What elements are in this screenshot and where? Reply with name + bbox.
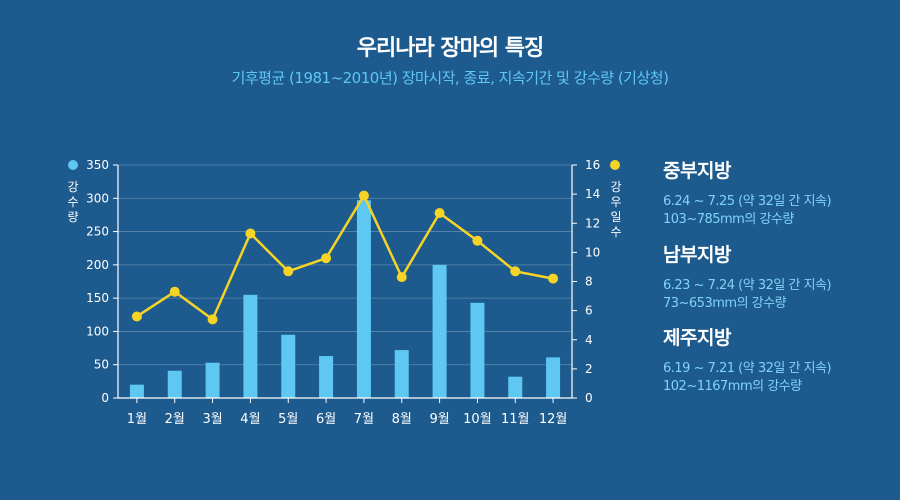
bar-1월 <box>129 384 144 398</box>
x-tick-label: 4월 <box>240 412 260 427</box>
rain-days-point-3월 <box>207 314 218 325</box>
x-tick-label: 9월 <box>429 412 449 427</box>
y-right-tick-label: 0 <box>585 391 593 405</box>
left-axis-legend-marker <box>68 160 78 170</box>
x-tick-label: 10월 <box>463 412 492 427</box>
page-subtitle: 기후평균 (1981~2010년) 장마시작, 종료, 지속기간 및 강수량 (… <box>231 69 669 87</box>
annotation-rainfall: 102~1167mm의 강수량 <box>663 379 802 394</box>
x-tick-label: 2월 <box>165 412 185 427</box>
x-tick-label: 12월 <box>539 412 568 427</box>
bar-2월 <box>167 370 182 398</box>
y-right-tick-label: 4 <box>585 333 593 347</box>
y-right-tick-label: 2 <box>585 362 593 376</box>
x-tick-label: 3월 <box>202 412 222 427</box>
x-tick-label: 11월 <box>501 412 530 427</box>
y-right-tick-label: 16 <box>585 158 600 172</box>
y-left-tick-label: 300 <box>86 191 109 205</box>
bar-5월 <box>281 334 296 398</box>
annotation-region: 중부지방 <box>663 160 731 182</box>
y-left-tick-label: 350 <box>86 158 109 172</box>
y-right-tick-label: 6 <box>585 304 593 318</box>
y-left-tick-label: 100 <box>86 324 109 338</box>
rain-days-point-6월 <box>321 253 332 264</box>
annotation-region: 제주지방 <box>663 327 731 349</box>
bar-10월 <box>470 302 485 398</box>
rain-days-point-1월 <box>131 311 142 322</box>
annotation-period: 6.19 ~ 7.21 (약 32일 간 지속) <box>663 361 832 376</box>
bar-9월 <box>432 264 447 398</box>
rain-days-point-4월 <box>245 228 256 239</box>
bar-7월 <box>356 200 371 398</box>
rain-days-point-12월 <box>548 273 559 284</box>
y-left-tick-label: 150 <box>86 291 109 305</box>
rain-days-point-10월 <box>472 235 483 246</box>
bar-8월 <box>394 350 409 398</box>
annotation-south: 남부지방 6.23 ~ 7.24 (약 32일 간 지속) 73~653mm의 … <box>663 240 893 313</box>
rain-days-point-8월 <box>396 272 407 283</box>
x-tick-label: 7월 <box>354 412 374 427</box>
y-left-tick-label: 250 <box>86 225 109 239</box>
annotation-rainfall: 103~785mm의 강수량 <box>663 212 794 227</box>
bar-6월 <box>319 356 334 398</box>
rain-days-point-7월 <box>358 190 369 201</box>
annotation-period: 6.24 ~ 7.25 (약 32일 간 지속) <box>663 194 832 209</box>
bar-3월 <box>205 362 220 398</box>
y-right-tick-label: 8 <box>585 275 593 289</box>
rain-days-point-11월 <box>510 266 521 277</box>
page-title: 우리나라 장마의 특징 <box>356 36 544 61</box>
x-tick-label: 6월 <box>316 412 336 427</box>
right-axis-legend-marker <box>610 160 620 170</box>
y-left-tick-label: 0 <box>101 391 109 405</box>
y-left-tick-label: 50 <box>94 358 109 372</box>
annotation-period: 6.23 ~ 7.24 (약 32일 간 지속) <box>663 278 832 293</box>
bar-11월 <box>508 376 523 398</box>
rain-days-point-5월 <box>283 266 294 277</box>
rain-days-point-2월 <box>169 286 180 297</box>
annotation-region: 남부지방 <box>663 244 731 266</box>
bar-4월 <box>243 294 258 398</box>
annotation-jeju: 제주지방 6.19 ~ 7.21 (약 32일 간 지속) 102~1167mm… <box>663 323 893 396</box>
rain-days-line <box>136 192 554 322</box>
rain-days-point-9월 <box>434 208 445 219</box>
y-right-tick-label: 12 <box>585 216 600 230</box>
x-tick-label: 8월 <box>392 412 412 427</box>
x-tick-label: 1월 <box>127 412 147 427</box>
bar-12월 <box>546 357 561 398</box>
y-left-tick-label: 200 <box>86 258 109 272</box>
annotation-central: 중부지방 6.24 ~ 7.25 (약 32일 간 지속) 103~785mm의… <box>663 156 893 229</box>
annotation-rainfall: 73~653mm의 강수량 <box>663 296 787 311</box>
y-right-tick-label: 14 <box>585 187 600 201</box>
x-tick-label: 5월 <box>278 412 298 427</box>
y-right-tick-label: 10 <box>585 245 600 259</box>
